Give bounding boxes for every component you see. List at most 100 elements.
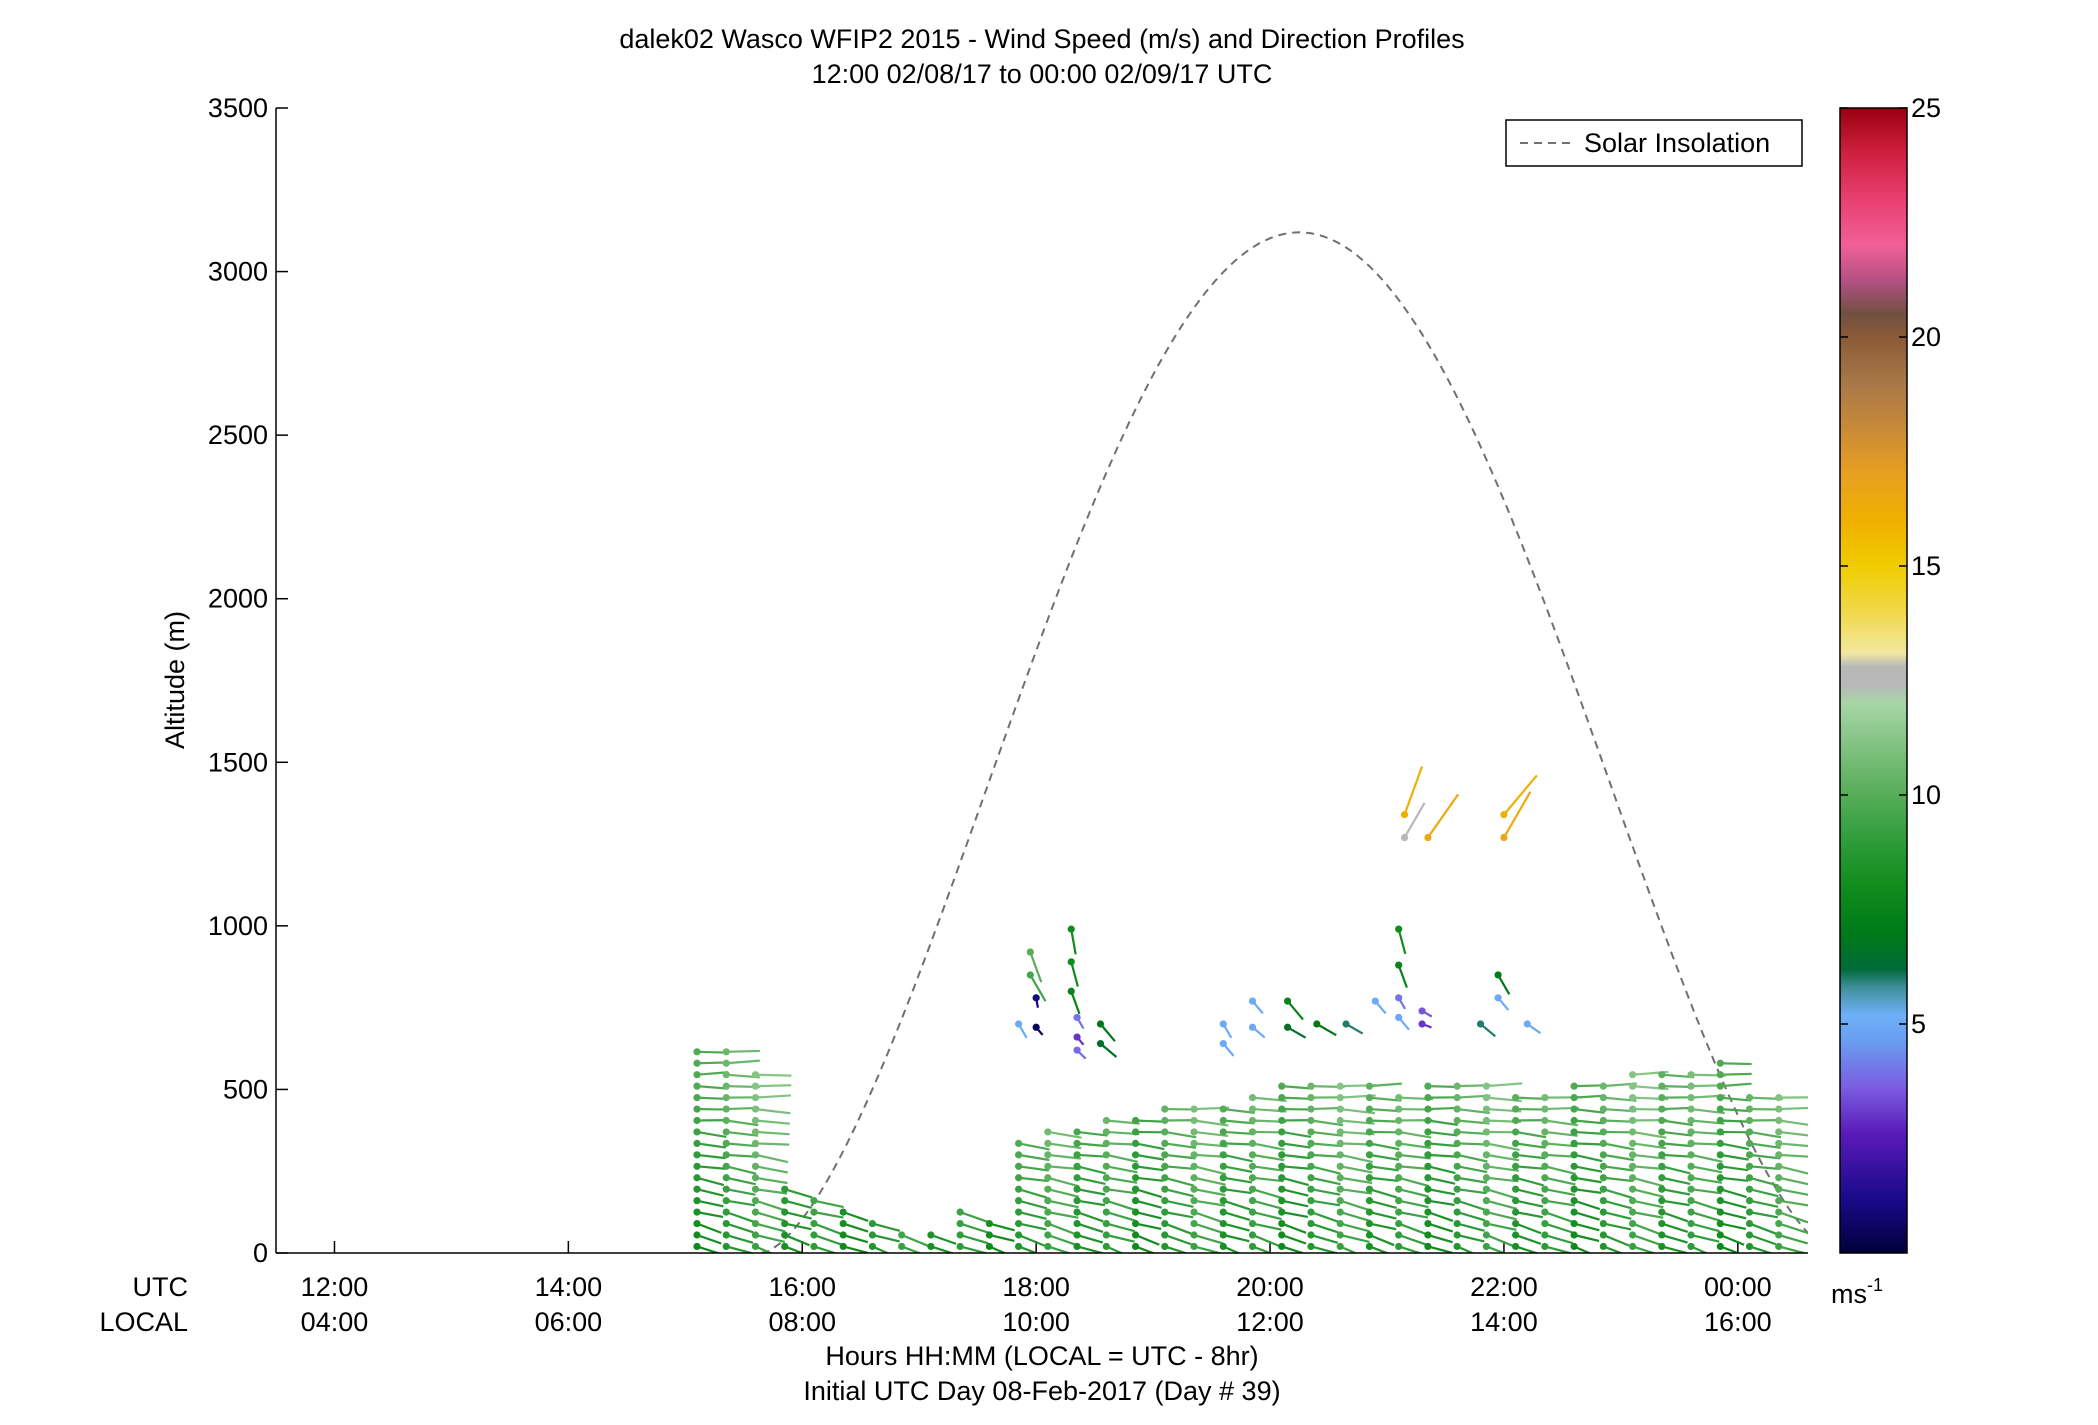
barb-shaft — [1316, 1023, 1337, 1037]
barb-point — [1541, 1242, 1549, 1251]
wind-barb — [1365, 1219, 1397, 1231]
x-tick-label-utc: 12:00 — [301, 1272, 369, 1302]
barb-shaft — [813, 1222, 842, 1236]
wind-barb — [693, 1082, 729, 1090]
wind-barb — [1453, 1162, 1488, 1174]
barb-shaft — [1222, 1199, 1251, 1211]
wind-barb — [1015, 1185, 1048, 1199]
barb-shaft — [1070, 961, 1079, 987]
barb-point — [1073, 1139, 1081, 1148]
colorbar-tick-label: 10 — [1911, 780, 1941, 810]
barb-shaft — [1603, 1199, 1632, 1210]
wind-barb — [1015, 1139, 1050, 1151]
wind-barb-upper — [1395, 925, 1407, 955]
wind-barb — [1512, 1139, 1546, 1149]
barb-point — [1687, 1128, 1695, 1136]
wind-barb — [1716, 1139, 1750, 1151]
wind-barb-upper — [1067, 958, 1079, 987]
barb-shaft — [1047, 1211, 1079, 1219]
barb-shaft — [1076, 1199, 1106, 1207]
barb-shaft — [1574, 1130, 1604, 1135]
barb-shaft — [1502, 791, 1532, 839]
barb-point — [781, 1231, 789, 1239]
barb-point — [751, 1174, 760, 1182]
wind-barb — [1131, 1242, 1156, 1253]
barb-shaft — [755, 1165, 788, 1174]
barb-point — [1073, 1219, 1081, 1228]
barb-shaft — [1515, 1153, 1546, 1160]
barb-shaft — [1603, 1222, 1632, 1231]
barb-point — [927, 1242, 935, 1251]
barb-point — [1336, 1174, 1344, 1182]
barb-point — [693, 1116, 701, 1125]
wind-barb — [751, 1151, 789, 1164]
barb-shaft — [1632, 1199, 1664, 1209]
wind-barb — [810, 1242, 839, 1253]
barb-point — [1073, 1208, 1081, 1216]
barb-shaft — [755, 1222, 786, 1233]
wind-barb — [1190, 1219, 1224, 1235]
barb-point — [751, 1219, 760, 1228]
wind-barb — [1570, 1162, 1603, 1173]
barb-point — [1248, 1139, 1257, 1148]
barb-point — [1541, 1151, 1549, 1159]
barb-shaft — [1310, 1119, 1344, 1127]
barb-point — [1073, 1242, 1081, 1251]
wind-barb — [1424, 1174, 1456, 1185]
wind-barb — [1716, 1185, 1747, 1199]
wind-barb — [1482, 1151, 1520, 1162]
barb-point — [1190, 1128, 1198, 1136]
barb-point — [1365, 1197, 1374, 1205]
barb-point — [1015, 1242, 1023, 1251]
barb-point — [1775, 1162, 1783, 1170]
wind-barb — [1512, 1185, 1544, 1198]
barb-point — [1453, 1105, 1461, 1113]
colorbar-unit-text: ms — [1831, 1279, 1867, 1309]
barb-point — [1248, 1023, 1257, 1031]
barb-shaft — [1661, 1130, 1693, 1137]
barb-shaft — [1603, 1176, 1634, 1183]
barb-point — [1044, 1162, 1052, 1170]
barb-shaft — [1690, 1153, 1723, 1163]
barb-point — [1073, 1151, 1081, 1159]
wind-barb — [751, 1094, 792, 1102]
barb-shaft — [1135, 1188, 1163, 1199]
barb-point — [1015, 1020, 1023, 1028]
barb-point — [1161, 1105, 1169, 1113]
barb-point — [1395, 961, 1403, 969]
colorbar-unit: ms-1 — [1831, 1275, 1883, 1309]
barb-point — [1482, 1197, 1490, 1205]
barb-shaft — [1632, 1188, 1664, 1198]
wind-barb — [1219, 1174, 1253, 1184]
barb-shaft — [1018, 1165, 1050, 1172]
barb-shaft — [1047, 1245, 1072, 1253]
barb-point — [1102, 1174, 1110, 1182]
barb-shaft — [726, 1176, 756, 1186]
wind-barb — [1248, 1174, 1284, 1183]
barb-point — [751, 1242, 760, 1251]
barb-point — [1687, 1071, 1695, 1079]
wind-barb — [1073, 1208, 1104, 1223]
barb-point — [1541, 1174, 1549, 1182]
barb-shaft — [755, 1107, 791, 1115]
barb-shaft — [1339, 1211, 1371, 1222]
wind-barb — [1395, 1208, 1429, 1219]
barb-point — [781, 1242, 789, 1251]
barb-point — [693, 1231, 701, 1239]
barb-point — [722, 1048, 730, 1056]
barb-point — [1628, 1139, 1637, 1148]
barb-point — [810, 1208, 818, 1216]
barb-shaft — [1029, 951, 1043, 983]
barb-shaft — [1486, 1142, 1520, 1151]
barb-shaft — [1690, 1245, 1709, 1253]
barb-point — [1482, 1185, 1490, 1193]
wind-barb — [1190, 1197, 1226, 1207]
barb-point — [1219, 1242, 1227, 1251]
wind-barb — [1395, 1174, 1430, 1188]
barb-point — [1716, 1162, 1724, 1170]
barb-point — [1541, 1219, 1549, 1228]
barb-shaft — [1018, 1245, 1040, 1253]
wind-barb — [1453, 1242, 1475, 1253]
barb-point — [1570, 1185, 1578, 1193]
wind-barb — [751, 1219, 786, 1233]
